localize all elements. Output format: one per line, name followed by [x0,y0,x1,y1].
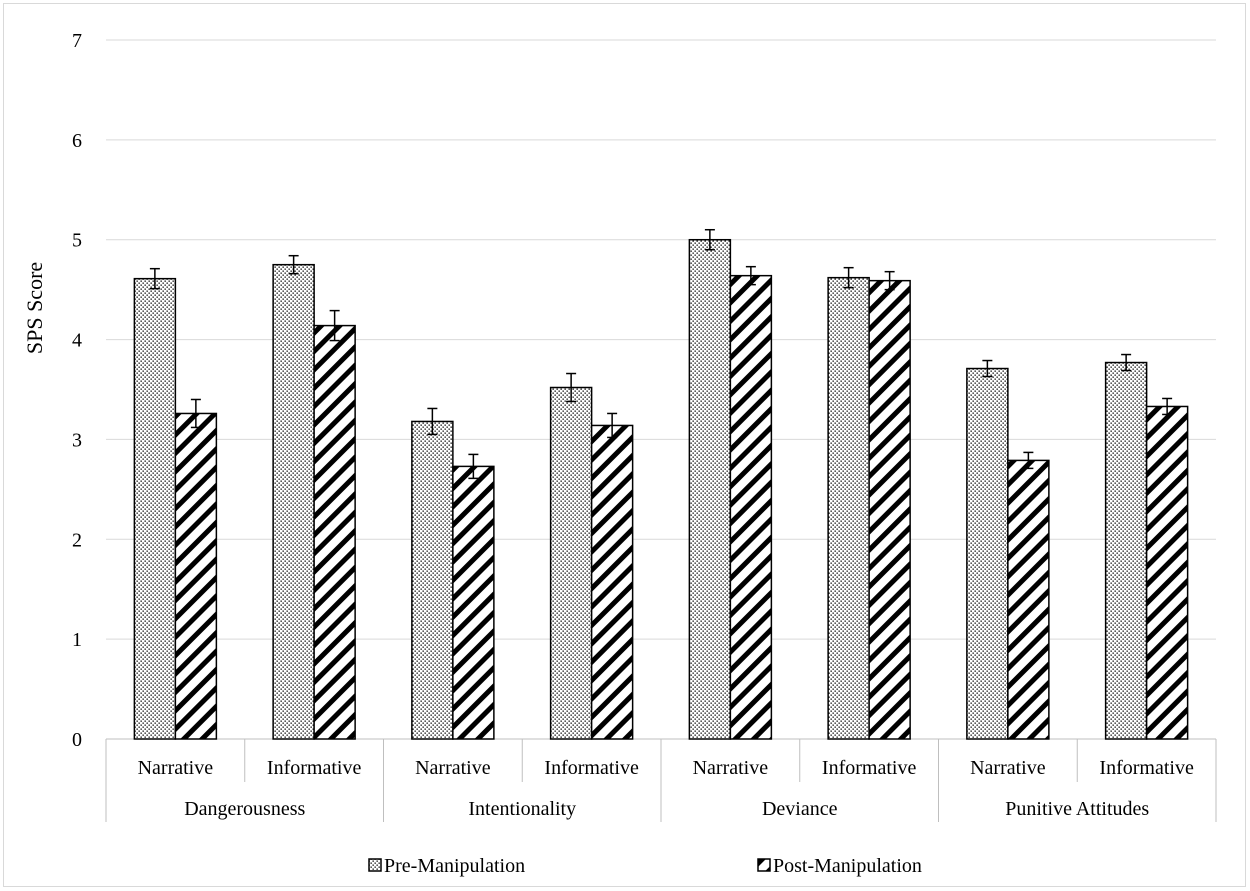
y-tick-label-5: 5 [72,230,82,252]
bar-pre-manipulation-informative-3 [549,386,593,740]
error-bar-pre-manipulation-6 [982,359,993,378]
bar-post-manipulation-narrative-4 [729,274,773,740]
y-axis-title: SPS Score [22,262,47,354]
error-bar-post-manipulation-5 [884,270,895,291]
group-label-intentionality: Intentionality [468,798,576,820]
x-tick-label-narrative: Narrative [415,757,491,779]
bars [133,238,1189,740]
x-tick-label-informative: Informative [1099,757,1194,779]
error-bar-pre-manipulation-5 [843,266,854,289]
error-bar-post-manipulation-1 [329,309,340,342]
bar-post-manipulation-informative-5 [868,279,911,740]
group-label-deviance: Deviance [762,798,838,820]
bar-post-manipulation-informative-7 [1145,405,1189,740]
x-tick-label-informative: Informative [822,757,917,779]
bar-pre-manipulation-narrative-2 [411,420,454,740]
error-bar-post-manipulation-7 [1162,397,1173,416]
y-tick-label-6: 6 [72,130,82,152]
legend-item-pre-manipulation: Pre-Manipulation [368,855,525,877]
error-bar-post-manipulation-4 [745,265,756,286]
error-bar-pre-manipulation-7 [1121,353,1132,372]
x-tick-label-informative: Informative [544,757,639,779]
legend: Pre-Manipulation Post-Manipulation [368,855,922,877]
bar-post-manipulation-informative-1 [313,324,356,740]
bar-post-manipulation-narrative-6 [1007,459,1050,740]
legend-label-post-manipulation: Post-Manipulation [773,855,922,877]
error-bar-pre-manipulation-0 [149,267,160,290]
error-bar-pre-manipulation-3 [566,372,577,403]
y-tick-label-1: 1 [72,629,82,651]
group-label-dangerousness: Dangerousness [184,798,305,820]
bar-pre-manipulation-narrative-4 [688,238,732,740]
bar-pre-manipulation-narrative-0 [133,277,177,740]
bar-post-manipulation-informative-3 [590,424,634,740]
error-bar-pre-manipulation-2 [427,407,438,436]
x-tick-label-informative: Informative [267,757,362,779]
y-tick-label-7: 7 [72,30,82,52]
axis-labels: SPS Score 0 1 2 3 4 5 6 7 Narrative Informative Na… [22,30,1194,820]
bar-post-manipulation-narrative-2 [452,465,495,740]
bar-pre-manipulation-informative-1 [272,263,315,740]
error-bar-post-manipulation-2 [468,453,479,480]
error-bar-post-manipulation-3 [607,412,618,439]
error-bar-post-manipulation-0 [190,398,201,429]
y-tick-label-0: 0 [72,729,82,751]
error-bar-pre-manipulation-1 [288,254,299,275]
legend-swatch-pre-manipulation [368,858,382,872]
legend-label-pre-manipulation: Pre-Manipulation [384,855,525,877]
bar-pre-manipulation-narrative-6 [966,367,1009,740]
x-tick-label-narrative: Narrative [693,757,769,779]
legend-item-post-manipulation: Post-Manipulation [757,855,922,877]
y-tick-label-3: 3 [72,429,82,451]
error-bar-post-manipulation-6 [1023,451,1034,470]
error-bar-pre-manipulation-4 [704,228,715,251]
y-tick-label-4: 4 [72,330,82,352]
legend-swatch-post-manipulation [757,858,771,872]
error-bars [149,228,1173,480]
group-label-punitive-attitudes: Punitive Attitudes [1005,798,1149,820]
bar-pre-manipulation-informative-7 [1104,361,1148,740]
bar-post-manipulation-narrative-0 [174,412,218,740]
y-tick-label-2: 2 [72,529,82,551]
bar-pre-manipulation-informative-5 [827,276,870,740]
x-tick-label-narrative: Narrative [970,757,1046,779]
x-tick-label-narrative: Narrative [138,757,214,779]
